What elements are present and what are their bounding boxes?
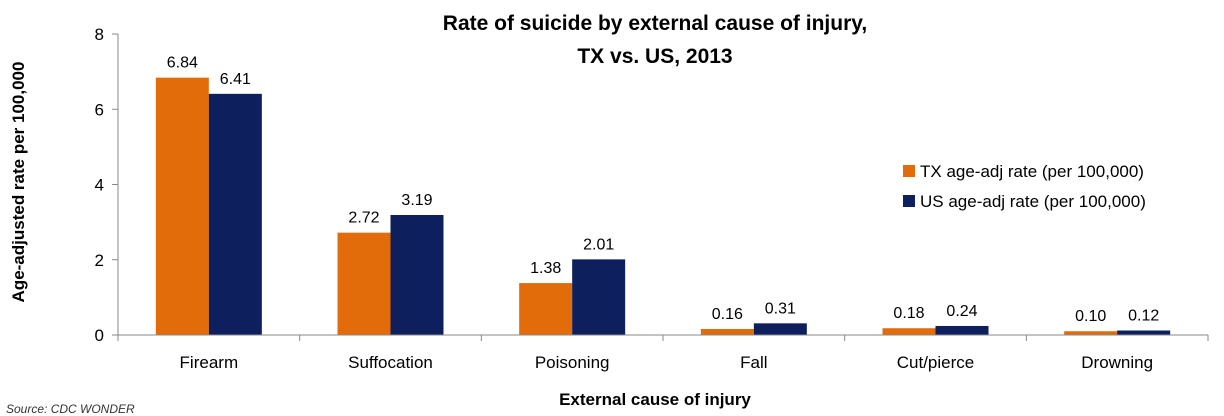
data-label: 0.16 (712, 306, 743, 323)
data-label: 0.24 (946, 303, 977, 320)
bar-us-suffocation (390, 214, 444, 335)
y-tick-label: 0 (95, 326, 104, 345)
x-tick-label: Poisoning (535, 353, 610, 372)
data-label: 1.38 (530, 260, 561, 277)
source-note: Source: CDC WONDER (6, 402, 135, 416)
data-label: 0.10 (1075, 308, 1106, 325)
chart-title-line-1: Rate of suicide by external cause of inj… (443, 12, 867, 35)
bar-tx-poisoning (519, 283, 573, 335)
legend-swatch-tx (903, 165, 915, 177)
legend-swatch-us (903, 195, 915, 207)
data-label: 2.72 (348, 210, 379, 227)
bar-us-poisoning (572, 259, 626, 335)
x-tick-label: Suffocation (348, 353, 433, 372)
bar-tx-firearm (155, 77, 209, 336)
chart-title-line-2: TX vs. US, 2013 (577, 45, 732, 68)
bar-us-cut-pierce (935, 325, 989, 335)
x-axis-ticks: Firearm Suffocation Poisoning Fall Cut/pierc… (117, 335, 1209, 372)
legend: TX age-adj rate (per 100,000) US age-adj… (903, 162, 1146, 211)
y-tick-label: 4 (95, 176, 104, 195)
bar-tx-drowning (1064, 331, 1118, 335)
x-tick-label: Cut/pierce (897, 353, 974, 372)
bar-us-firearm (208, 93, 262, 335)
bar-us-fall (753, 323, 807, 335)
x-tick-label: Drowning (1081, 353, 1153, 372)
y-tick-label: 6 (95, 100, 104, 119)
data-label: 0.12 (1128, 307, 1159, 324)
data-label: 0.31 (765, 300, 796, 317)
data-label: 6.84 (167, 55, 198, 72)
x-tick-label: Firearm (180, 353, 239, 372)
bars: 6.84 6.41 2.72 3.19 1.38 2.01 0.16 0.31 0.18 0.24… (155, 55, 1171, 336)
bar-tx-suffocation (337, 232, 391, 335)
data-label: 6.41 (220, 71, 251, 88)
y-tick-label: 8 (95, 25, 104, 44)
legend-label-tx: TX age-adj rate (per 100,000) (920, 162, 1144, 181)
legend-label-us: US age-adj rate (per 100,000) (920, 192, 1146, 211)
bar-tx-cut-pierce (882, 328, 936, 335)
data-label: 2.01 (583, 236, 614, 253)
x-tick-label: Fall (740, 353, 767, 372)
data-label: 0.18 (893, 305, 924, 322)
bar-us-drowning (1117, 330, 1171, 335)
y-axis-label: Age-adjusted rate per 100,000 (9, 62, 28, 303)
y-axis-ticks: 0 2 4 6 8 (95, 25, 118, 345)
data-label: 3.19 (401, 192, 432, 209)
x-axis-label: External cause of injury (559, 390, 751, 409)
bar-tx-fall (700, 328, 754, 335)
y-tick-label: 2 (95, 251, 104, 270)
